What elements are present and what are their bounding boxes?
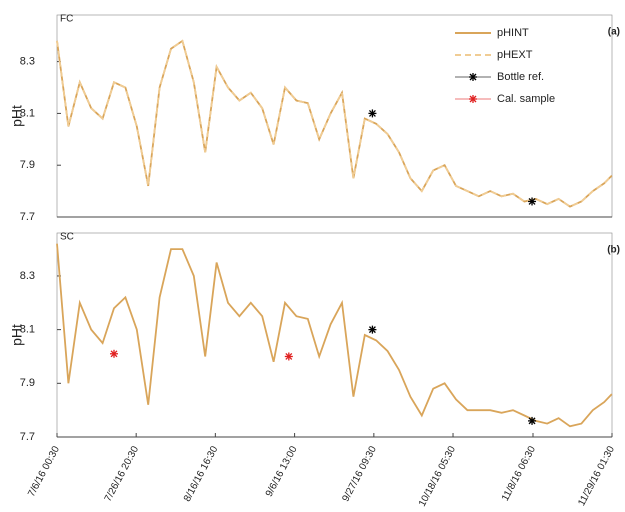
sample-marker [284, 352, 293, 361]
sample-marker [368, 109, 377, 118]
x-tick-label: 8/16/16 16:30 [182, 444, 221, 504]
legend-label: Bottle ref. [497, 71, 544, 83]
series-line [56, 39, 613, 208]
legend-label: pHEXT [497, 49, 533, 61]
plot-frame [56, 232, 613, 438]
y-tick-label: 7.9 [20, 377, 35, 389]
y-tick-label: 8.3 [20, 270, 35, 282]
x-tick-label: 11/8/16 06:30 [500, 444, 538, 503]
panel-tag: (b) [607, 245, 620, 256]
series-line [56, 243, 613, 428]
y-tick-label: 7.9 [20, 159, 35, 171]
series-line [56, 39, 613, 208]
y-tick-label: 8.1 [20, 324, 35, 336]
y-axis-label: pHt [9, 324, 25, 346]
legend-label: pHINT [497, 27, 529, 39]
x-tick-label: 11/29/16 01:30 [576, 444, 617, 508]
panel-label: SC [60, 232, 74, 243]
panel-tag: (a) [608, 27, 620, 38]
legend-label: Cal. sample [497, 93, 555, 105]
legend-marker [469, 73, 477, 81]
x-tick-label: 7/6/16 00:30 [26, 444, 62, 499]
y-tick-label: 8.3 [20, 56, 35, 68]
y-tick-label: 7.7 [20, 431, 35, 443]
y-axis-label: pHt [9, 105, 25, 127]
y-tick-label: 7.7 [20, 211, 35, 223]
sample-marker [528, 416, 537, 425]
panel-label: FC [60, 14, 73, 25]
plot-frame [56, 14, 613, 218]
x-tick-label: 9/27/16 09:30 [340, 444, 379, 504]
sample-marker [528, 197, 537, 206]
sample-marker [368, 325, 377, 334]
legend-marker [469, 95, 477, 103]
x-tick-label: 9/6/16 13:00 [264, 444, 300, 499]
x-tick-label: 7/26/16 20:30 [103, 444, 142, 504]
sample-marker [110, 349, 119, 358]
y-tick-label: 8.1 [20, 107, 35, 119]
x-tick-label: 10/18/16 05:30 [417, 444, 458, 508]
